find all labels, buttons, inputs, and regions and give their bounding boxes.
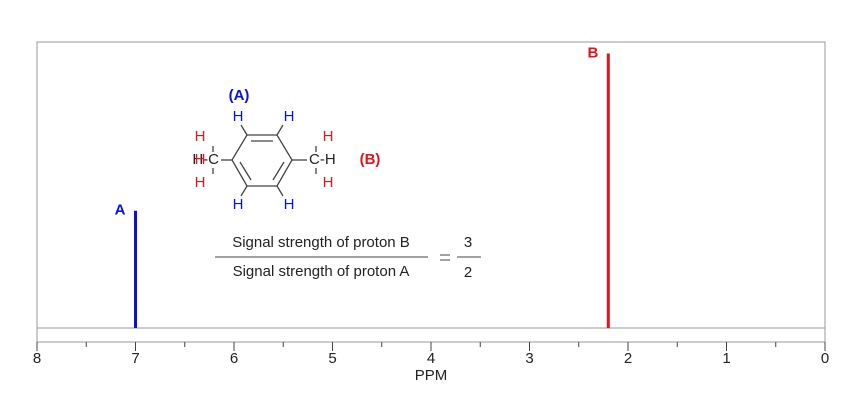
label-a: (A) bbox=[229, 87, 250, 104]
denominator-label: Signal strength of proton A bbox=[233, 263, 410, 280]
atom: H bbox=[284, 108, 295, 125]
x-tick-label: 1 bbox=[722, 350, 730, 367]
atom: H bbox=[284, 196, 295, 213]
atom: H bbox=[195, 151, 206, 168]
atom: H bbox=[323, 128, 334, 145]
x-tick-label: 6 bbox=[230, 350, 238, 367]
bond bbox=[240, 124, 248, 136]
peak-label: B bbox=[587, 44, 598, 61]
atom: C-H bbox=[309, 151, 336, 168]
numerator-label: Signal strength of proton B bbox=[232, 234, 410, 251]
x-tick-label: 8 bbox=[33, 350, 41, 367]
double-bond bbox=[272, 161, 285, 181]
x-axis-label: PPM bbox=[415, 367, 448, 384]
x-tick-label: 7 bbox=[131, 350, 139, 367]
peak-label: A bbox=[115, 202, 126, 219]
double-bond bbox=[239, 161, 252, 181]
bond bbox=[276, 185, 284, 197]
x-tick-label: 2 bbox=[624, 350, 632, 367]
bond bbox=[240, 185, 248, 197]
bond bbox=[276, 124, 284, 136]
atom: H bbox=[233, 196, 244, 213]
label-b: (B) bbox=[360, 151, 381, 168]
x-tick-label: 4 bbox=[427, 350, 435, 367]
numerator: 3 bbox=[464, 234, 472, 251]
atom: H bbox=[195, 128, 206, 145]
denominator: 2 bbox=[464, 264, 472, 281]
x-tick-label: 3 bbox=[525, 350, 533, 367]
x-tick-label: 5 bbox=[328, 350, 336, 367]
atom: H bbox=[323, 174, 334, 191]
atom: H bbox=[233, 108, 244, 125]
x-tick-label: 0 bbox=[821, 350, 829, 367]
molecule bbox=[212, 124, 317, 197]
atom: H-C bbox=[192, 151, 219, 168]
atom: H bbox=[195, 174, 206, 191]
plot-frame bbox=[36, 41, 826, 343]
